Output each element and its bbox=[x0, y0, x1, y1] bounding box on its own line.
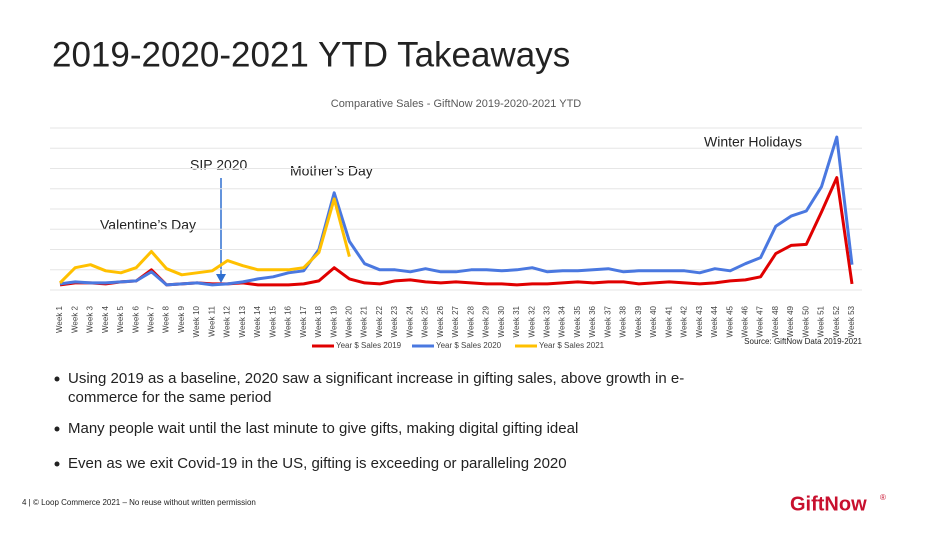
bullet-dot bbox=[54, 426, 60, 432]
x-tick-label: Week 46 bbox=[740, 305, 749, 337]
x-tick-label: Week 24 bbox=[405, 305, 414, 337]
x-tick-label: Week 53 bbox=[847, 305, 856, 337]
annotation: SIP 2020 bbox=[190, 157, 248, 173]
x-tick-label: Week 51 bbox=[817, 305, 826, 337]
logo-mark: ® bbox=[880, 493, 886, 502]
legend-label: Year $ Sales 2019 bbox=[336, 341, 402, 350]
x-tick-label: Week 4 bbox=[101, 305, 110, 333]
x-tick-label: Week 41 bbox=[664, 305, 673, 337]
legend-label: Year $ Sales 2021 bbox=[539, 341, 605, 350]
footer: 4 | © Loop Commerce 2021 – No reuse with… bbox=[22, 498, 256, 507]
x-tick-label: Week 52 bbox=[832, 305, 841, 337]
x-tick-label: Week 44 bbox=[710, 305, 719, 337]
x-tick-label: Week 14 bbox=[253, 305, 262, 337]
x-tick-label: Week 15 bbox=[268, 305, 277, 337]
x-tick-label: Week 42 bbox=[680, 305, 689, 337]
x-tick-label: Week 45 bbox=[725, 305, 734, 337]
chart-title: Comparative Sales - GiftNow 2019-2020-20… bbox=[331, 98, 582, 110]
x-tick-label: Week 29 bbox=[482, 305, 491, 337]
x-tick-label: Week 13 bbox=[238, 305, 247, 337]
x-tick-label: Week 36 bbox=[588, 305, 597, 337]
x-tick-label: Week 23 bbox=[390, 305, 399, 337]
bullet: Many people wait until the last minute t… bbox=[68, 420, 578, 437]
x-tick-label: Week 8 bbox=[162, 305, 171, 333]
x-tick-label: Week 12 bbox=[223, 305, 232, 337]
x-tick-label: Week 34 bbox=[558, 305, 567, 337]
x-tick-label: Week 11 bbox=[207, 305, 216, 336]
x-tick-label: Week 20 bbox=[344, 305, 353, 337]
bullet-dot bbox=[54, 376, 60, 382]
x-tick-label: Week 50 bbox=[801, 305, 810, 337]
x-tick-label: Week 5 bbox=[116, 305, 125, 333]
x-tick-label: Week 26 bbox=[436, 305, 445, 337]
x-tick-label: Week 22 bbox=[375, 305, 384, 337]
x-tick-label: Week 21 bbox=[360, 305, 369, 337]
x-tick-label: Week 27 bbox=[451, 305, 460, 337]
x-tick-label: Week 17 bbox=[299, 305, 308, 337]
x-tick-label: Week 33 bbox=[542, 305, 551, 337]
x-tick-label: Week 40 bbox=[649, 305, 658, 337]
x-tick-label: Week 28 bbox=[466, 305, 475, 337]
bullet: Using 2019 as a baseline, 2020 saw a sig… bbox=[68, 370, 684, 387]
x-tick-label: Week 25 bbox=[421, 305, 430, 337]
logo: GiftNow bbox=[790, 493, 867, 515]
x-tick-label: Week 30 bbox=[497, 305, 506, 337]
x-tick-label: Week 49 bbox=[786, 305, 795, 337]
annotation: Winter Holidays bbox=[704, 134, 802, 150]
x-tick-label: Week 31 bbox=[512, 305, 521, 337]
arrow-head bbox=[216, 274, 226, 283]
x-tick-label: Week 39 bbox=[634, 305, 643, 337]
x-tick-label: Week 47 bbox=[756, 305, 765, 337]
x-tick-label: Week 43 bbox=[695, 305, 704, 337]
x-tick-label: Week 19 bbox=[329, 305, 338, 337]
x-tick-label: Week 3 bbox=[86, 305, 95, 333]
series-line bbox=[59, 135, 854, 287]
x-tick-label: Week 48 bbox=[771, 305, 780, 337]
bullet-dot bbox=[54, 461, 60, 467]
x-tick-label: Week 1 bbox=[55, 305, 64, 333]
x-tick-label: Week 9 bbox=[177, 305, 186, 333]
x-tick-label: Week 6 bbox=[131, 305, 140, 333]
annotation: Mother’s Day bbox=[290, 163, 373, 179]
annotation: Valentine’s Day bbox=[100, 217, 196, 233]
slide-title: 2019-2020-2021 YTD Takeaways bbox=[52, 35, 570, 74]
x-tick-label: Week 7 bbox=[146, 305, 155, 333]
x-tick-label: Week 37 bbox=[603, 305, 612, 337]
x-tick-label: Week 35 bbox=[573, 305, 582, 337]
x-tick-label: Week 16 bbox=[284, 305, 293, 337]
x-tick-label: Week 10 bbox=[192, 305, 201, 337]
bullet: Even as we exit Covid-19 in the US, gift… bbox=[68, 455, 567, 472]
legend-label: Year $ Sales 2020 bbox=[436, 341, 502, 350]
x-tick-label: Week 18 bbox=[314, 305, 323, 337]
series-line bbox=[58, 197, 351, 284]
x-tick-label: Week 38 bbox=[619, 305, 628, 337]
x-tick-label: Week 2 bbox=[70, 305, 79, 333]
x-tick-label: Week 32 bbox=[527, 305, 536, 337]
source: Source: GiftNow Data 2019-2021 bbox=[744, 337, 862, 346]
bullet: commerce for the same period bbox=[68, 389, 271, 406]
